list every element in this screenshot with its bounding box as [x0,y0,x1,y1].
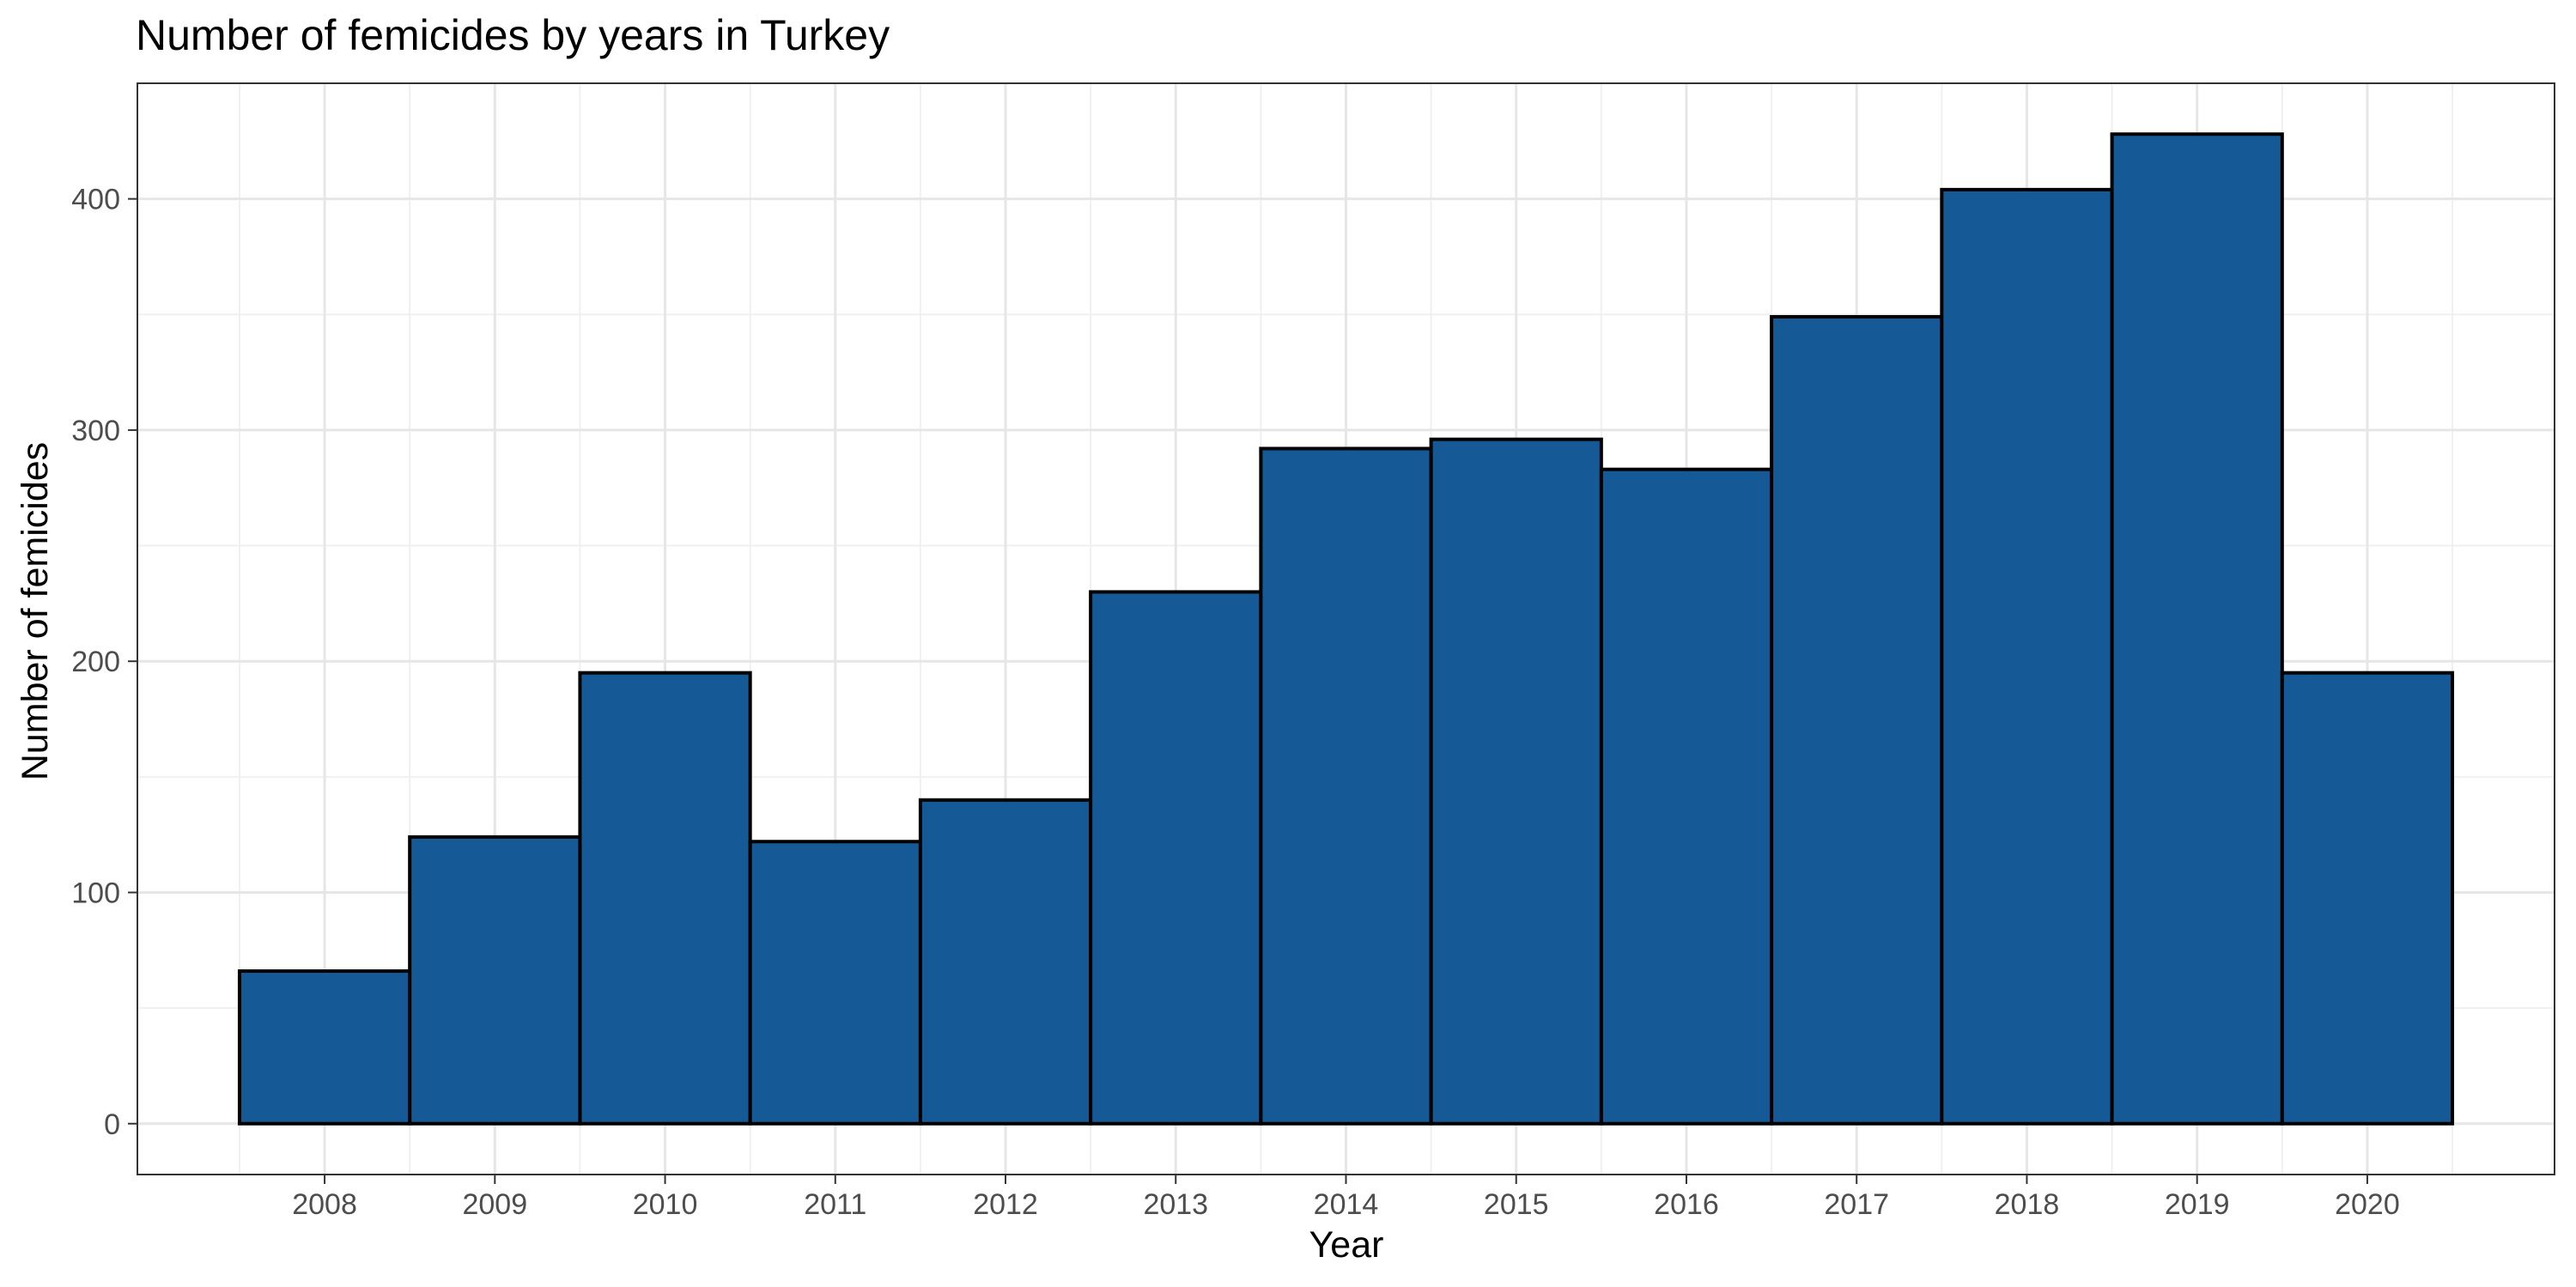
y-tick-label: 300 [71,415,120,447]
y-tick-label: 0 [104,1108,120,1141]
x-tick-label: 2013 [1143,1188,1208,1221]
bar-2011 [748,840,922,1126]
x-tick-label: 2015 [1484,1188,1549,1221]
y-tick-label: 200 [71,646,120,678]
x-tick-label: 2018 [1995,1188,2060,1221]
x-tick-label: 2017 [1824,1188,1889,1221]
bar-2016 [1599,467,1774,1126]
chart-title: Number of femicides by years in Turkey [136,11,890,59]
bar-2008 [237,969,412,1126]
x-tick-label: 2012 [973,1188,1038,1221]
bar-2017 [1770,314,1944,1126]
x-tick-label: 2020 [2335,1188,2400,1221]
x-tick-label: 2011 [804,1188,866,1221]
y-tick-label: 100 [71,877,120,909]
bar-2013 [1089,590,1263,1126]
y-tick-label: 400 [71,184,120,216]
x-tick-label: 2010 [633,1188,698,1221]
axes: 0 100 200 300 400 2008 2009 2010 2011 2012 2013 201… [71,184,2399,1221]
bars [237,132,2455,1126]
x-tick-label: 2014 [1314,1188,1379,1221]
bar-2020 [2280,671,2455,1126]
bar-2015 [1429,437,1603,1126]
x-tick-label: 2016 [1654,1188,1719,1221]
bar-2010 [578,671,752,1126]
y-axis-title: Number of femicides [15,442,56,780]
bar-2018 [1940,187,2114,1126]
bar-2009 [408,835,582,1126]
x-tick-label: 2009 [462,1188,527,1221]
bar-2019 [2110,132,2284,1126]
x-tick-label: 2008 [292,1188,357,1221]
bar-2012 [918,798,1093,1126]
x-axis-title: Year [1309,1224,1384,1266]
bar-2014 [1259,446,1433,1126]
x-tick-label: 2019 [2165,1188,2230,1221]
